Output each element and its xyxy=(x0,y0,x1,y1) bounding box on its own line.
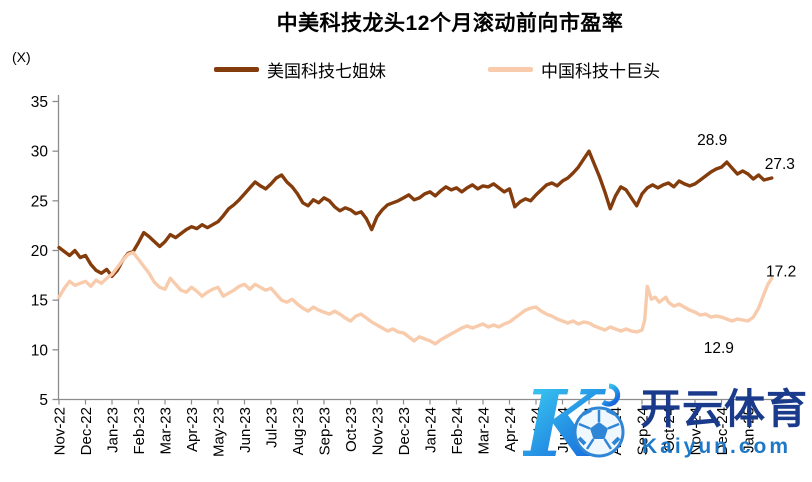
series-line-cn-tech-ten xyxy=(57,250,774,346)
x-axis-tick-label: Nov-24 xyxy=(688,407,705,455)
x-axis-tick-label: Mar-24 xyxy=(476,407,493,455)
soccer-ball-icon xyxy=(573,406,625,458)
y-axis-unit-label: (X) xyxy=(12,49,31,65)
y-axis-tick-label: 30 xyxy=(31,144,49,161)
x-axis-tick-label: Aug-23 xyxy=(290,407,307,455)
x-axis-tick-label: Mar-23 xyxy=(158,407,175,455)
legend-label-us-tech: 美国科技七姐妹 xyxy=(267,61,386,81)
kaiyun-watermark: K 开云体育 Kaiyun.com xyxy=(523,374,812,482)
y-axis-tick-label: 5 xyxy=(39,392,48,409)
x-axis-tick-label: Jan-24 xyxy=(423,407,440,453)
series-line-us-tech-seven xyxy=(57,149,774,278)
legend-label-cn-tech: 中国科技十巨头 xyxy=(541,61,660,81)
x-axis-tick-label: Feb-23 xyxy=(131,407,148,455)
cn-line-swatch xyxy=(488,66,533,72)
watermark-brand-url: Kaiyun.com xyxy=(642,435,792,458)
x-axis-tick-label: Jul-23 xyxy=(264,407,281,448)
legend-item-us-tech: 美国科技七姐妹 xyxy=(214,59,386,81)
x-axis-tick-label: Apr-24 xyxy=(502,407,519,452)
x-axis-tick-label: Oct-24 xyxy=(661,407,678,452)
x-axis-tick-label: Sep-24 xyxy=(635,407,652,455)
y-axis-tick-label: 20 xyxy=(31,243,49,260)
x-axis-tick-label: Dec-22 xyxy=(78,407,95,455)
us-line-swatch xyxy=(214,66,259,72)
x-axis-tick-label: Oct-23 xyxy=(343,407,360,452)
y-axis-tick-label: 25 xyxy=(31,193,48,210)
y-axis-tick-label: 35 xyxy=(31,94,48,111)
x-axis-tick-label: Jun-24 xyxy=(555,407,572,453)
x-axis-tick-label: Jun-23 xyxy=(237,407,254,453)
x-axis-tick-label: Nov-22 xyxy=(52,407,69,455)
swirl-ornament xyxy=(601,383,621,407)
annotation-label-27.3: 27.3 xyxy=(765,156,795,173)
kaiyun-k-logo: K xyxy=(523,376,625,470)
x-axis-tick-label: Nov-23 xyxy=(370,407,387,455)
annotation-label-17.2: 17.2 xyxy=(766,263,796,280)
x-axis-tick-label: May-23 xyxy=(211,407,228,457)
watermark-brand-cn: 开云体育 xyxy=(640,386,808,432)
annotation-label-28.9: 28.9 xyxy=(697,132,727,149)
x-axis-tick-label: Sep-23 xyxy=(317,407,334,455)
x-axis-tick-label: Jan-23 xyxy=(105,407,122,453)
x-axis-tick-label: Dec-24 xyxy=(714,407,731,455)
y-axis-tick-label: 10 xyxy=(31,342,49,359)
x-axis-tick-label: Jan-25 xyxy=(741,407,758,453)
x-axis-tick-label: Feb-24 xyxy=(449,407,466,455)
x-axis-tick-label: Apr-23 xyxy=(184,407,201,452)
chart-title: 中美科技龙头12个月滚动前向市盈率 xyxy=(276,12,624,35)
y-axis-tick-label: 15 xyxy=(31,293,48,310)
legend-item-cn-tech: 中国科技十巨头 xyxy=(488,59,660,81)
x-axis-tick-label: May-24 xyxy=(529,407,546,457)
x-axis-tick-label: Dec-23 xyxy=(396,407,413,455)
annotation-label-12.9: 12.9 xyxy=(704,340,734,357)
